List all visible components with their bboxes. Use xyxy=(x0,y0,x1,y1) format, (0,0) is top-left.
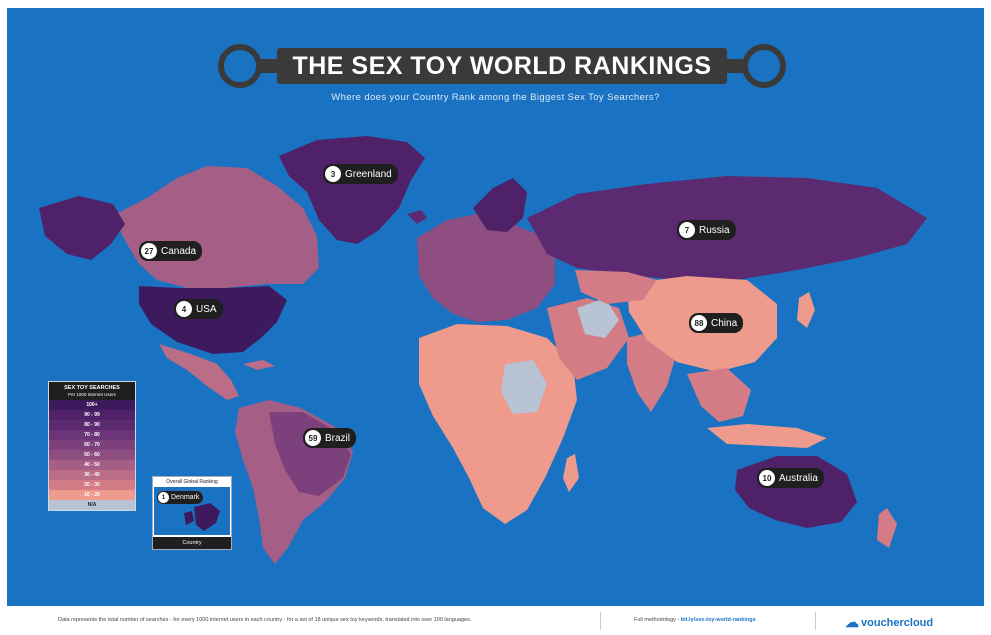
legend-row: 70 - 80 xyxy=(49,430,135,440)
rank-badge: 59 xyxy=(305,430,321,446)
rank-badge: 4 xyxy=(176,301,192,317)
legend-subtitle: Per 1000 Internet Users xyxy=(49,392,135,400)
callout-greenland[interactable]: 3 Greenland xyxy=(323,164,398,184)
country-label: Denmark xyxy=(171,494,200,501)
region-japan xyxy=(797,292,815,328)
rank-badge: 27 xyxy=(141,243,157,259)
country-label: USA xyxy=(196,303,217,315)
region-kazakhstan xyxy=(575,270,657,304)
footer-methodology: Full methodology - bit.ly/sex-toy-world-… xyxy=(634,617,756,623)
rank-badge: 10 xyxy=(759,470,775,486)
callout-usa[interactable]: 4 USA xyxy=(174,299,223,319)
map-legend: SEX TOY SEARCHES Per 1000 Internet Users… xyxy=(48,381,136,511)
callout-russia[interactable]: 7 Russia xyxy=(677,220,736,240)
region-canada xyxy=(112,166,319,288)
legend-rows: 100+ 90 - 99 80 - 90 70 - 80 60 - 70 50 - 60 4… xyxy=(49,400,135,510)
rank-badge: 88 xyxy=(691,315,707,331)
region-new-zealand xyxy=(877,508,897,548)
rank-badge: 1 xyxy=(158,492,169,503)
legend-row: 100+ xyxy=(49,400,135,410)
legend-row: 50 - 60 xyxy=(49,450,135,460)
region-mexico xyxy=(159,344,239,400)
legend-title: SEX TOY SEARCHES xyxy=(49,382,135,392)
map-ocean: THE SEX TOY WORLD RANKINGS Where does yo… xyxy=(7,8,984,606)
region-indonesia xyxy=(707,424,827,448)
legend-row: 10 - 20 xyxy=(49,490,135,500)
inset-title: Overall Global Ranking xyxy=(153,477,231,487)
footer-separator xyxy=(600,612,601,630)
footer-separator xyxy=(815,612,816,630)
region-caribbean xyxy=(243,360,275,370)
rank-badge: 3 xyxy=(325,166,341,182)
vouchercloud-logo[interactable]: ☁ vouchercloud xyxy=(845,614,933,631)
brand-name: vouchercloud xyxy=(861,616,934,629)
callout-denmark[interactable]: 1 Denmark xyxy=(157,491,204,504)
legend-row: 80 - 90 xyxy=(49,420,135,430)
inset-denmark-map xyxy=(184,503,220,531)
country-label: Brazil xyxy=(325,432,351,444)
callout-canada[interactable]: 27 Canada xyxy=(139,241,203,261)
methodology-link[interactable]: bit.ly/sex-toy-world-rankings xyxy=(680,617,756,623)
country-label: Greenland xyxy=(345,168,392,180)
legend-row: 40 - 50 xyxy=(49,460,135,470)
country-label: Russia xyxy=(699,224,730,236)
footer-note: Data represents the total number of sear… xyxy=(58,617,472,623)
legend-row: 30 - 40 xyxy=(49,470,135,480)
inset-footer: Country xyxy=(153,537,231,549)
ranking-inset: Overall Global Ranking 1 Denmark Country xyxy=(152,476,232,550)
legend-row: N/A xyxy=(49,500,135,510)
cloud-icon: ☁ xyxy=(845,614,859,630)
callout-australia[interactable]: 10 Australia xyxy=(757,468,824,488)
region-usa xyxy=(139,286,287,354)
country-label: China xyxy=(711,317,738,329)
region-scandinavia xyxy=(473,178,527,232)
callout-brazil[interactable]: 59 Brazil xyxy=(303,428,357,448)
title-banner: THE SEX TOY WORLD RANKINGS xyxy=(217,44,787,90)
legend-row: 60 - 70 xyxy=(49,440,135,450)
region-alaska xyxy=(39,196,125,260)
region-africa-na xyxy=(501,360,547,414)
legend-row: 20 - 30 xyxy=(49,480,135,490)
country-label: Australia xyxy=(779,472,818,484)
region-iceland xyxy=(407,210,427,224)
region-africa xyxy=(419,324,577,524)
region-greenland xyxy=(279,136,425,244)
region-southeast-asia xyxy=(687,368,751,422)
rank-badge: 7 xyxy=(679,222,695,238)
methodology-label: Full methodology - xyxy=(634,617,680,623)
page-subtitle: Where does your Country Rank among the B… xyxy=(331,92,660,103)
legend-row: 90 - 99 xyxy=(49,410,135,420)
callout-china[interactable]: 88 China xyxy=(689,313,744,333)
right-handcuff-icon xyxy=(717,44,786,88)
footer: Data represents the total number of sear… xyxy=(0,606,991,635)
page-title: THE SEX TOY WORLD RANKINGS xyxy=(277,48,727,84)
region-australia xyxy=(735,456,857,528)
region-madagascar xyxy=(563,454,579,492)
country-label: Canada xyxy=(161,245,197,257)
inset-map: 1 Denmark xyxy=(154,487,230,535)
region-europe xyxy=(417,214,555,322)
region-central-asia-na xyxy=(577,298,619,338)
